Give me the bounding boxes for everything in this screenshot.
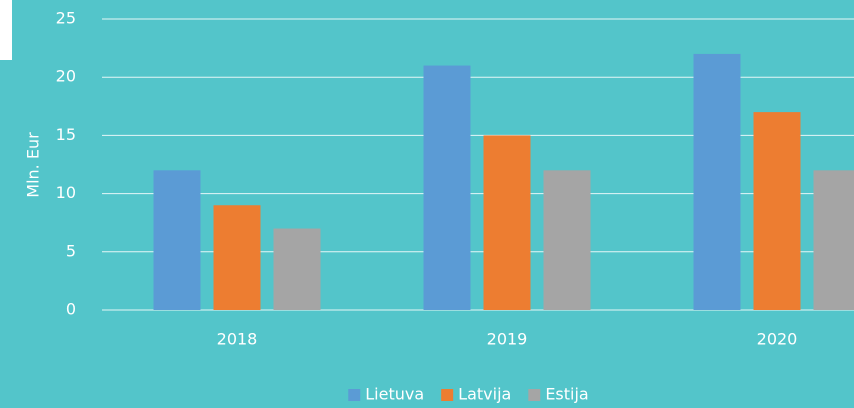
y-axis-label: Mln. Eur bbox=[24, 132, 43, 198]
x-tick-label: 2018 bbox=[217, 330, 258, 349]
legend-label: Estija bbox=[545, 385, 588, 404]
bar bbox=[153, 170, 201, 310]
bar bbox=[213, 205, 261, 310]
legend-swatch bbox=[348, 389, 361, 401]
bar bbox=[273, 228, 321, 310]
y-tick-label: 0 bbox=[66, 300, 76, 319]
bar bbox=[753, 112, 801, 311]
legend-swatch bbox=[528, 389, 541, 401]
bar bbox=[543, 170, 591, 310]
legend-label: Lietuva bbox=[365, 385, 424, 404]
y-tick-label: 25 bbox=[56, 9, 76, 28]
x-tick-label: 2019 bbox=[487, 330, 528, 349]
y-tick-label: 10 bbox=[56, 183, 76, 202]
legend-label: Latvija bbox=[458, 385, 511, 404]
bar bbox=[423, 65, 471, 310]
legend-swatch bbox=[441, 389, 454, 401]
y-tick-label: 20 bbox=[56, 67, 76, 86]
y-tick-label: 15 bbox=[56, 125, 76, 144]
bar bbox=[483, 135, 531, 310]
x-tick-label: 2020 bbox=[757, 330, 798, 349]
bar bbox=[693, 53, 741, 311]
bar bbox=[813, 170, 854, 310]
y-tick-label: 5 bbox=[66, 241, 76, 260]
decoration bbox=[0, 0, 12, 60]
